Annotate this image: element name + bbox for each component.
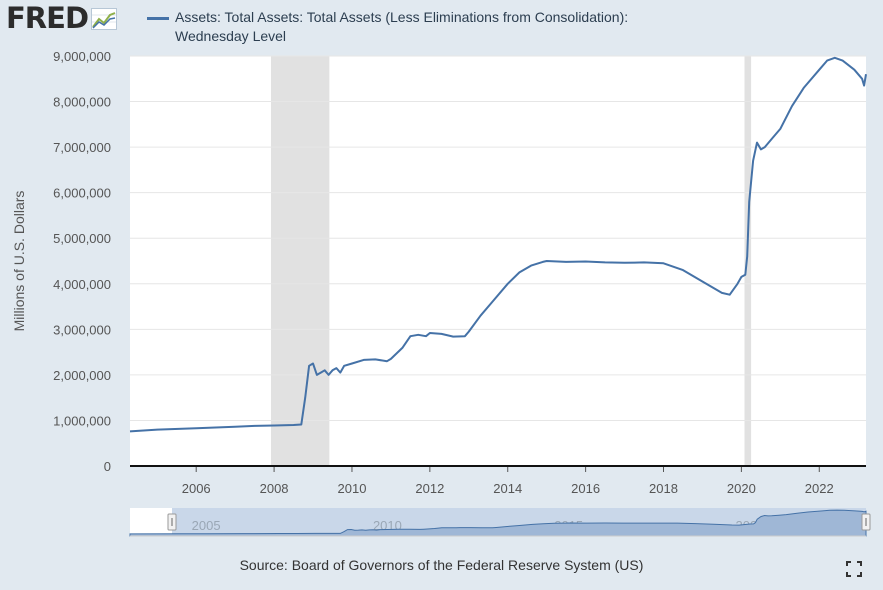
x-tick-label: 2020 bbox=[727, 481, 756, 496]
fred-logo-text: FRED bbox=[6, 1, 89, 35]
navigator-handle-right[interactable] bbox=[861, 513, 871, 531]
chart-legend[interactable]: Assets: Total Assets: Total Assets (Less… bbox=[147, 8, 695, 46]
y-axis-label: Millions of U.S. Dollars bbox=[11, 191, 27, 332]
y-tick-label: 8,000,000 bbox=[53, 95, 111, 110]
recession-shading bbox=[270, 56, 752, 466]
line-chart[interactable]: 0 1,000,000 2,000,000 3,000,000 4,000,000 5,0… bbox=[0, 0, 883, 550]
navigator-handle-left[interactable] bbox=[167, 513, 177, 531]
y-axis-ticks: 0 1,000,000 2,000,000 3,000,000 4,000,000 5,0… bbox=[53, 49, 111, 474]
recession-band-0 bbox=[270, 56, 330, 466]
plot-area bbox=[130, 56, 866, 466]
gridlines bbox=[130, 55, 866, 421]
legend-label: Assets: Total Assets: Total Assets (Less… bbox=[175, 9, 629, 44]
x-tick-label: 2010 bbox=[338, 481, 367, 496]
fred-logo[interactable]: FRED bbox=[6, 1, 118, 35]
y-tick-label: 9,000,000 bbox=[53, 49, 111, 64]
legend-swatch bbox=[147, 17, 169, 20]
navigator-series bbox=[129, 509, 867, 537]
x-tick-label: 2014 bbox=[493, 481, 522, 496]
source-note: Source: Board of Governors of the Federa… bbox=[239, 557, 644, 573]
y-tick-label: 1,000,000 bbox=[53, 413, 111, 428]
series-line bbox=[129, 56, 867, 433]
x-tick-label: 2006 bbox=[182, 481, 211, 496]
y-tick-label: 7,000,000 bbox=[53, 140, 111, 155]
y-tick-label: 4,000,000 bbox=[53, 277, 111, 292]
x-tick-label: 2016 bbox=[571, 481, 600, 496]
y-tick-label: 5,000,000 bbox=[53, 231, 111, 246]
y-tick-label: 3,000,000 bbox=[53, 322, 111, 337]
fullscreen-icon[interactable] bbox=[846, 561, 862, 577]
y-tick-label: 0 bbox=[104, 459, 111, 474]
x-tick-label: 2008 bbox=[260, 481, 289, 496]
x-tick-label: 2018 bbox=[649, 481, 678, 496]
navigator-tick-label: 2005 bbox=[192, 518, 221, 533]
x-tick-label: 2022 bbox=[805, 481, 834, 496]
fred-graph-icon bbox=[91, 7, 118, 30]
y-tick-label: 6,000,000 bbox=[53, 186, 111, 201]
x-axis-ticks: 2006 2008 2010 2012 2014 2016 2018 2020 2022 bbox=[182, 466, 834, 496]
recession-band-1 bbox=[744, 56, 752, 466]
y-tick-label: 2,000,000 bbox=[53, 368, 111, 383]
x-tick-label: 2012 bbox=[415, 481, 444, 496]
